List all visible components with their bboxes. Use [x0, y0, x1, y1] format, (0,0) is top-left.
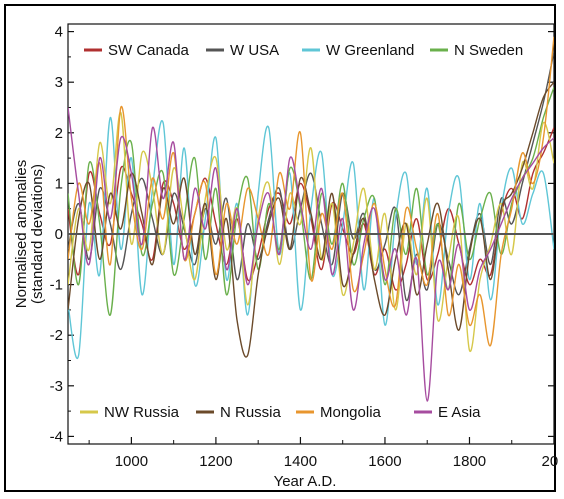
legend-label: W Greenland — [326, 42, 414, 59]
legend-label: N Sweden — [454, 42, 523, 59]
y-axis-title-line1: Normalised anomalies — [13, 160, 30, 308]
y-tick-label: -1 — [50, 277, 63, 294]
y-tick-label: 0 — [55, 226, 63, 243]
legend-item-sw-canada: SW Canada — [84, 42, 190, 59]
y-tick-label: -3 — [50, 378, 63, 395]
legend-label: N Russia — [220, 404, 282, 421]
series-line-mongolia — [68, 36, 554, 347]
legend-label: W USA — [230, 42, 279, 59]
y-tick-label: -4 — [50, 428, 63, 445]
legend-label: SW Canada — [108, 42, 190, 59]
legend-label: E Asia — [438, 404, 481, 421]
series-line-w-greenland — [68, 116, 554, 360]
series-line-e-asia — [68, 107, 554, 402]
legend-label: Mongolia — [320, 404, 382, 421]
series-lines — [68, 36, 554, 402]
legend-item-n-sweden: N Sweden — [430, 42, 523, 59]
y-tick-label: -2 — [50, 327, 63, 344]
series-line-w-usa — [68, 51, 554, 301]
x-tick-label: 1600 — [368, 453, 401, 470]
x-tick-label: 200 — [541, 453, 558, 470]
x-axis-title: Year A.D. — [274, 473, 337, 490]
y-tick-label: 2 — [55, 125, 63, 142]
axes: -4 -3 -2 -1 0 1 2 3 4 1000 1200 1400 1600 1800 200 Year… — [13, 23, 558, 490]
y-tick-label: 4 — [55, 24, 63, 41]
x-tick-label: 1400 — [284, 453, 317, 470]
chart-svg: -4 -3 -2 -1 0 1 2 3 4 1000 1200 1400 1600 1800 200 Year… — [13, 23, 558, 490]
y-tick-label: 3 — [55, 74, 63, 91]
legend-item-mongolia: Mongolia — [296, 404, 382, 421]
chart-frame: -4 -3 -2 -1 0 1 2 3 4 1000 1200 1400 1600 1800 200 Year… — [4, 4, 558, 492]
legend-item-n-russia: N Russia — [196, 404, 282, 421]
legend-item-e-asia: E Asia — [414, 404, 481, 421]
x-tick-label: 1800 — [453, 453, 486, 470]
legend-item-w-greenland: W Greenland — [302, 42, 414, 59]
series-line-n-russia — [68, 81, 554, 358]
legend-item-nw-russia: NW Russia — [80, 404, 180, 421]
legend: SW Canada W USA W Greenland N Sweden NW Russ… — [80, 42, 523, 421]
legend-item-w-usa: W USA — [206, 42, 279, 59]
y-tick-label: 1 — [55, 175, 63, 192]
legend-label: NW Russia — [104, 404, 180, 421]
y-axis-title-line2: (standard deviations) — [29, 164, 46, 304]
x-tick-label: 1200 — [199, 453, 232, 470]
x-tick-label: 1000 — [115, 453, 148, 470]
series-line-nw-russia — [68, 111, 554, 353]
